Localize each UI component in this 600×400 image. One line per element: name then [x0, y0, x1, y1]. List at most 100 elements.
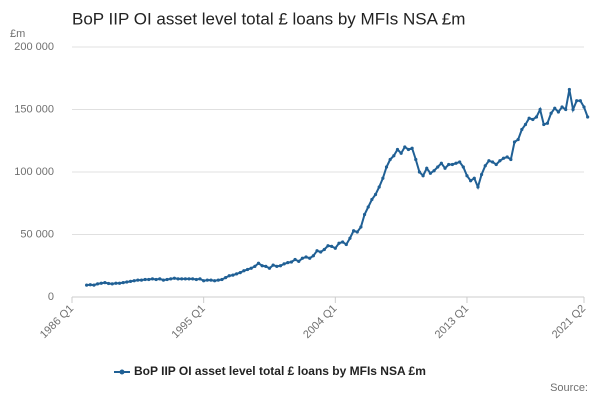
point	[176, 277, 180, 281]
point	[150, 277, 155, 281]
point	[509, 157, 513, 162]
point	[461, 165, 465, 169]
point	[227, 274, 231, 278]
point	[501, 156, 506, 160]
point	[289, 260, 294, 264]
point	[85, 283, 89, 287]
x-tick-label: 2004 Q1	[301, 303, 339, 341]
point	[330, 244, 334, 248]
point	[242, 269, 246, 273]
point	[249, 266, 253, 270]
chart-title: BoP IIP OI asset level total £ loans by …	[72, 9, 465, 28]
point	[560, 105, 564, 109]
point	[472, 176, 476, 180]
point	[224, 276, 228, 280]
point	[414, 157, 418, 162]
point	[253, 264, 257, 268]
point	[450, 162, 454, 167]
point	[542, 122, 546, 127]
point	[556, 110, 561, 114]
point	[545, 121, 550, 125]
source: Source:	[550, 382, 588, 394]
point	[348, 236, 352, 240]
point	[490, 160, 495, 164]
point	[169, 277, 173, 281]
point	[205, 278, 209, 282]
point	[154, 277, 158, 282]
x-tick-label: 2013 Q1	[433, 303, 471, 341]
point	[147, 277, 151, 282]
point	[198, 277, 202, 281]
point	[96, 282, 100, 286]
point	[531, 117, 535, 122]
point	[403, 145, 407, 149]
point	[527, 116, 531, 120]
point	[586, 115, 590, 119]
point	[571, 107, 575, 112]
y-axis-unit: £m	[10, 28, 25, 40]
point	[106, 281, 111, 286]
point	[315, 249, 319, 253]
point	[121, 281, 125, 285]
point	[523, 122, 528, 127]
point	[180, 277, 184, 281]
point	[421, 174, 425, 178]
point	[308, 256, 312, 260]
point	[476, 185, 480, 189]
point	[92, 283, 96, 287]
point	[117, 281, 122, 285]
point	[297, 259, 301, 263]
point	[209, 278, 213, 282]
point	[458, 160, 462, 164]
point	[125, 280, 129, 284]
point	[439, 161, 443, 165]
x-tick-label: 2021 Q2	[550, 303, 588, 341]
point	[498, 159, 502, 163]
point	[582, 105, 586, 109]
point	[454, 161, 458, 165]
point	[110, 282, 114, 286]
point	[103, 281, 107, 285]
point	[553, 106, 557, 110]
point	[139, 278, 144, 282]
point	[143, 277, 147, 282]
point	[505, 155, 509, 159]
point	[304, 255, 308, 259]
point	[165, 277, 169, 282]
point	[417, 170, 422, 174]
point	[483, 164, 487, 168]
point	[275, 264, 279, 268]
legend-label: BoP IIP OI asset level total £ loans by …	[134, 364, 426, 378]
point	[319, 250, 323, 254]
point	[362, 212, 367, 217]
point	[384, 165, 389, 169]
y-tick-label: 50 000	[20, 228, 54, 240]
point	[399, 151, 403, 155]
point	[534, 115, 539, 119]
point	[245, 267, 250, 272]
point	[234, 272, 239, 276]
point	[512, 140, 517, 144]
point	[202, 279, 206, 283]
point	[428, 171, 432, 175]
point	[373, 192, 378, 197]
point	[487, 159, 491, 163]
point	[567, 87, 571, 92]
point	[300, 256, 304, 260]
point	[344, 242, 348, 247]
point	[311, 254, 315, 258]
point	[260, 264, 264, 268]
point	[443, 166, 447, 170]
point	[425, 166, 429, 170]
point	[267, 266, 272, 270]
point	[436, 165, 440, 169]
point	[352, 229, 356, 233]
point	[172, 276, 176, 280]
point	[183, 277, 187, 281]
point	[575, 99, 579, 103]
point	[278, 264, 283, 268]
point	[293, 257, 297, 262]
point	[447, 162, 451, 167]
y-tick-label: 0	[48, 291, 54, 303]
